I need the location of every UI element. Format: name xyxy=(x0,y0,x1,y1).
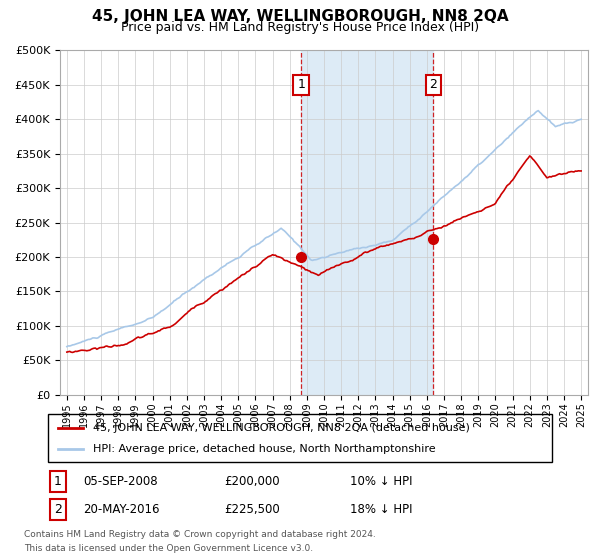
Text: 45, JOHN LEA WAY, WELLINGBOROUGH, NN8 2QA: 45, JOHN LEA WAY, WELLINGBOROUGH, NN8 2Q… xyxy=(92,9,508,24)
Text: Price paid vs. HM Land Registry's House Price Index (HPI): Price paid vs. HM Land Registry's House … xyxy=(121,21,479,34)
Text: HPI: Average price, detached house, North Northamptonshire: HPI: Average price, detached house, Nort… xyxy=(94,444,436,454)
Text: 10% ↓ HPI: 10% ↓ HPI xyxy=(350,475,413,488)
Text: 1: 1 xyxy=(297,78,305,91)
Text: This data is licensed under the Open Government Licence v3.0.: This data is licensed under the Open Gov… xyxy=(24,544,313,553)
Text: 20-MAY-2016: 20-MAY-2016 xyxy=(83,503,160,516)
Text: Contains HM Land Registry data © Crown copyright and database right 2024.: Contains HM Land Registry data © Crown c… xyxy=(24,530,376,539)
Text: £225,500: £225,500 xyxy=(224,503,280,516)
Text: 45, JOHN LEA WAY, WELLINGBOROUGH, NN8 2QA (detached house): 45, JOHN LEA WAY, WELLINGBOROUGH, NN8 2Q… xyxy=(94,423,470,433)
Text: 1: 1 xyxy=(54,475,62,488)
Bar xyxy=(301,50,433,395)
Text: 2: 2 xyxy=(54,503,62,516)
Text: 18% ↓ HPI: 18% ↓ HPI xyxy=(350,503,413,516)
Text: £200,000: £200,000 xyxy=(224,475,280,488)
Text: 2: 2 xyxy=(430,78,437,91)
Text: 05-SEP-2008: 05-SEP-2008 xyxy=(83,475,158,488)
